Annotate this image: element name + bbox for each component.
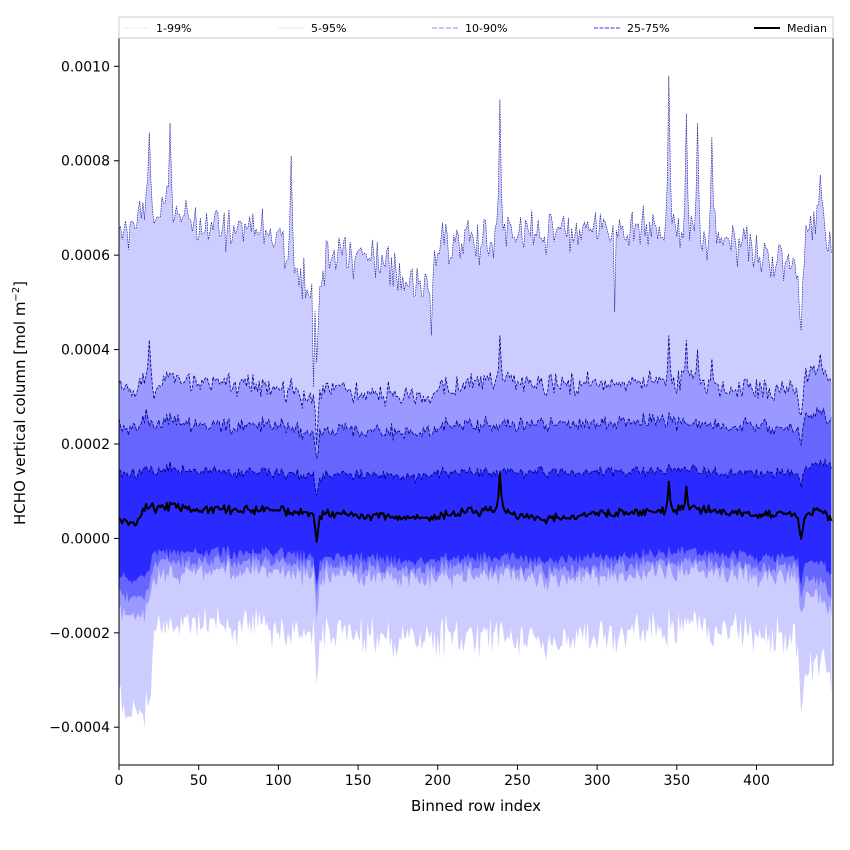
y-tick-label: −0.0004 xyxy=(49,720,110,736)
x-axis-ticks: 0 50 100 150 200 250 300 350 400 xyxy=(115,765,770,789)
percentile-boundary-lines xyxy=(119,75,832,496)
y-axis-ticks: −0.0004 −0.0002 0.0000 0.0002 0.0004 0.0006 0.… xyxy=(49,59,119,736)
y-tick-label: −0.0002 xyxy=(49,626,110,642)
line-p90 xyxy=(119,406,832,459)
x-tick-label: 300 xyxy=(584,773,611,789)
band-25-75% xyxy=(119,459,832,586)
legend-label: 5-95% xyxy=(311,22,346,35)
x-tick-label: 150 xyxy=(345,773,372,789)
median-line xyxy=(119,472,833,543)
line-p75 xyxy=(119,457,832,496)
legend-label: 10-90% xyxy=(465,22,507,35)
x-tick-label: 50 xyxy=(190,773,208,789)
x-tick-label: 100 xyxy=(265,773,292,789)
y-tick-label: 0.0002 xyxy=(61,437,110,453)
median-layer xyxy=(119,472,833,543)
y-tick-label: 0.0008 xyxy=(61,154,110,170)
x-tick-label: 0 xyxy=(115,773,124,789)
legend-frame xyxy=(118,16,834,39)
percentile-bands xyxy=(119,75,832,728)
legend-label: 1-99% xyxy=(156,22,191,35)
x-tick-label: 200 xyxy=(424,773,451,789)
legend: 1-99% 5-95% 10-90% 25-75% Median xyxy=(118,16,834,39)
y-tick-label: 0.0006 xyxy=(61,248,110,264)
y-axis-label: HCHO vertical column [mol m−2] xyxy=(11,281,29,525)
legend-label: Median xyxy=(787,22,827,35)
x-tick-label: 350 xyxy=(663,773,690,789)
x-axis-label: Binned row index xyxy=(411,797,541,815)
x-tick-label: 400 xyxy=(743,773,770,789)
x-tick-label: 250 xyxy=(504,773,531,789)
line-p99 xyxy=(119,75,832,388)
y-tick-label: 0.0004 xyxy=(61,343,110,359)
y-tick-label: 0.0000 xyxy=(61,531,110,547)
legend-label: 25-75% xyxy=(627,22,669,35)
line-p95 xyxy=(119,335,832,446)
y-tick-label: 0.0010 xyxy=(61,59,110,75)
